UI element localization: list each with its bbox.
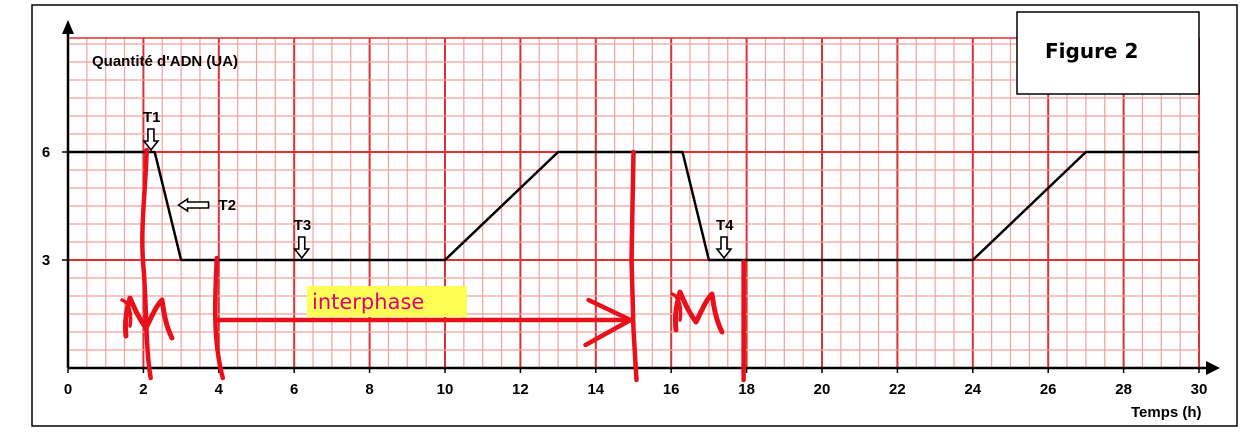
x-tick-label: 30 [1191, 381, 1208, 398]
marker-t1-arrow-icon [142, 128, 160, 152]
x-tick-label: 24 [964, 381, 981, 398]
figure-title-box [1016, 11, 1200, 95]
y-axis-label: Quantité d'ADN (UA) [92, 53, 238, 70]
marker-t1-label: T1 [143, 109, 161, 126]
axes [62, 20, 1220, 375]
interphase-arrow-head-icon [583, 297, 633, 348]
handwritten-annotations: interphase [120, 147, 746, 383]
x-tick-label: 28 [1115, 381, 1132, 398]
x-tick-label: 4 [215, 381, 224, 398]
x-tick-label: 20 [814, 381, 831, 398]
x-tick-label: 18 [738, 381, 755, 398]
marker-t2-label: T2 [219, 197, 237, 214]
marker-arrows: T1 T2 T3 T4 [142, 109, 734, 260]
x-tick-label: 6 [290, 381, 298, 398]
x-tick-label: 22 [889, 381, 906, 398]
marker-t3-arrow-icon [293, 236, 311, 260]
dna-curve [68, 150, 1199, 262]
x-tick-label: 12 [512, 381, 529, 398]
handwritten-divider-line [629, 149, 639, 383]
x-tick-label: 14 [587, 381, 604, 398]
handwritten-letter-right-stroke [670, 292, 683, 322]
marker-t4-label: T4 [716, 217, 734, 234]
x-tick-label: 10 [437, 381, 454, 398]
y-tick-label: 6 [42, 144, 50, 161]
x-tick-label: 8 [365, 381, 373, 398]
y-tick-label: 3 [42, 252, 50, 269]
x-tick-label: 2 [139, 381, 147, 398]
handwritten-letter-left-stroke [120, 298, 133, 328]
marker-t4-arrow-icon [715, 236, 733, 260]
x-tick-label: 16 [663, 381, 680, 398]
x-tick-label: 0 [64, 381, 72, 398]
interphase-label: interphase [312, 290, 424, 314]
handwritten-divider-line [140, 147, 153, 381]
x-axis-arrow-icon [1206, 361, 1220, 375]
figure-title: Figure 2 [1045, 39, 1138, 63]
x-tick-label: 26 [1040, 381, 1057, 398]
marker-t3-label: T3 [294, 217, 312, 234]
y-axis-arrow-icon [62, 20, 74, 34]
interphase-highlight [307, 286, 467, 317]
x-axis-label: Temps (h) [1131, 404, 1202, 421]
handwritten-divider-line [212, 255, 226, 381]
marker-t2-arrow-icon [177, 197, 210, 213]
series-group [68, 150, 1199, 262]
